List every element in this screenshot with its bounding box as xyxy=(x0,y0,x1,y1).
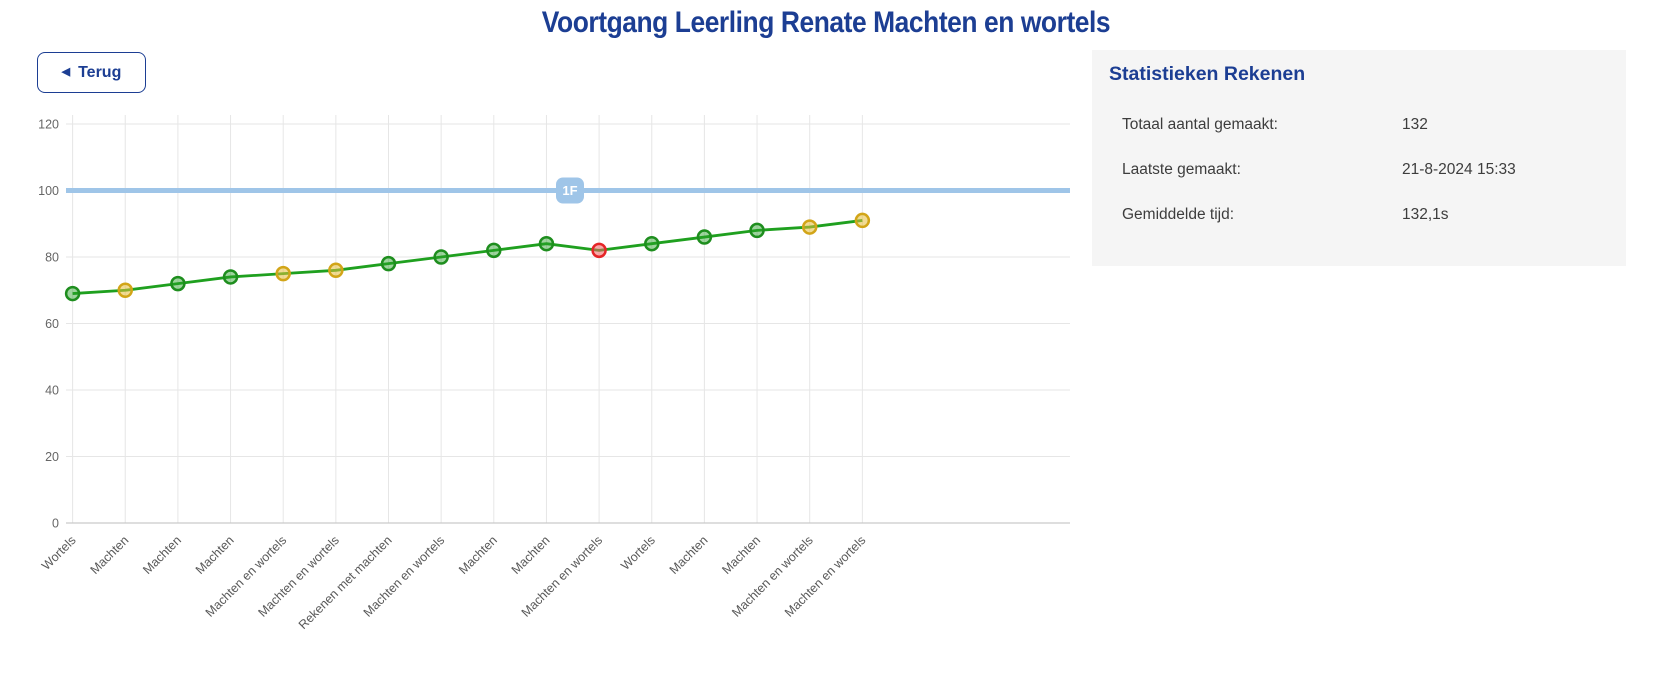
x-axis-label: Machten xyxy=(140,533,184,577)
back-arrow-icon: ◀ xyxy=(61,66,71,78)
data-point-14[interactable] xyxy=(801,219,818,235)
data-point-6[interactable] xyxy=(380,255,397,272)
x-axis-label: Machten xyxy=(193,533,237,577)
x-axis-label: Machten xyxy=(88,533,132,577)
data-point-15[interactable] xyxy=(854,212,871,229)
y-axis-label: 20 xyxy=(45,450,59,464)
threshold-badge xyxy=(556,177,584,204)
y-axis-label: 60 xyxy=(45,317,59,331)
page-title: Voortgang Leerling Renate Machten en wor… xyxy=(541,6,1111,39)
back-button[interactable]: ◀ Terug xyxy=(37,52,146,93)
x-axis-label: Wortels xyxy=(618,533,658,573)
x-axis-label: Machten xyxy=(456,533,500,577)
back-button-label: Terug xyxy=(78,63,122,81)
x-axis-label: Rekenen met machten xyxy=(296,533,395,632)
data-point-5[interactable] xyxy=(328,262,344,279)
data-point-0[interactable] xyxy=(64,285,81,302)
data-point-7[interactable] xyxy=(433,249,449,265)
data-point-3[interactable] xyxy=(222,269,239,285)
stats-panel-title: Statistieken Rekenen xyxy=(1109,63,1306,85)
x-axis-label: Machten xyxy=(667,533,711,577)
data-point-10[interactable] xyxy=(591,242,607,259)
y-axis-label: 80 xyxy=(45,251,59,265)
y-axis-label: 40 xyxy=(45,384,59,398)
data-point-1[interactable] xyxy=(117,282,133,298)
stats-panel: Statistieken Rekenen Totaal aantal gemaa… xyxy=(1092,50,1626,266)
series-line xyxy=(72,219,863,295)
x-axis-label: Machten xyxy=(719,533,763,577)
progress-chart: 0 20 40 60 80 100 120 1F Wortels Machten Machten Ma… xyxy=(38,115,1070,632)
stat-label: Totaal aantal gemaakt: xyxy=(1122,116,1278,133)
x-axis-label: Machten xyxy=(509,533,553,577)
y-axis-label: 100 xyxy=(38,184,59,198)
data-point-8[interactable] xyxy=(486,242,502,259)
x-axis-label: Wortels xyxy=(39,533,79,573)
stat-value: 132 xyxy=(1402,116,1428,133)
stat-value: 21-8-2024 15:33 xyxy=(1402,161,1516,178)
data-point-12[interactable] xyxy=(696,229,713,245)
stat-value: 132,1s xyxy=(1402,206,1449,223)
stat-label: Gemiddelde tijd: xyxy=(1122,206,1235,223)
data-point-13[interactable] xyxy=(749,222,765,239)
data-point-11[interactable] xyxy=(644,235,660,252)
y-axis-label: 0 xyxy=(52,517,59,531)
data-point-2[interactable] xyxy=(170,275,186,292)
threshold-badge-label: 1F xyxy=(562,183,577,198)
stat-label: Laatste gemaakt: xyxy=(1122,161,1241,178)
y-axis-label: 120 xyxy=(38,118,59,132)
data-point-4[interactable] xyxy=(275,265,291,282)
data-point-9[interactable] xyxy=(538,235,555,252)
